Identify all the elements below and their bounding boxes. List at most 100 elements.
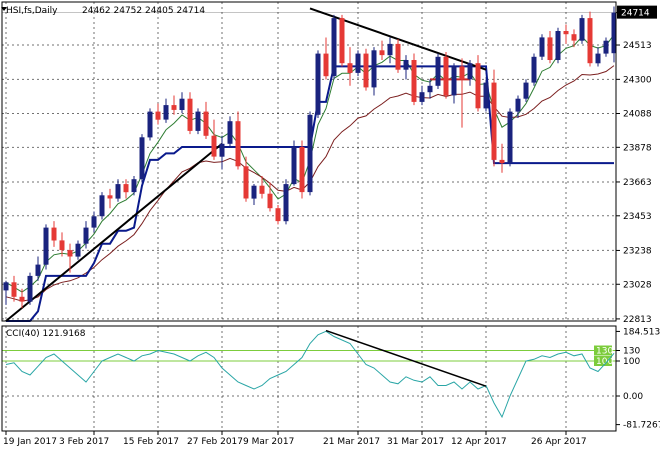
- candle-body: [507, 111, 513, 164]
- last-price-label: 24714: [621, 9, 650, 19]
- price-tick-label: 22813: [623, 315, 652, 325]
- candle-body: [3, 282, 9, 291]
- candle-body: [83, 227, 89, 244]
- candle-body: [419, 92, 425, 102]
- candle-body: [483, 82, 489, 109]
- candle-body: [203, 111, 209, 136]
- candle-body: [11, 282, 17, 297]
- candle-body: [411, 60, 417, 102]
- candle-body: [19, 296, 25, 302]
- date-tick-label: 19 Jan 2017: [3, 437, 57, 447]
- price-tick-label: 23878: [623, 143, 652, 153]
- candle-body: [91, 216, 97, 228]
- candle-body: [275, 208, 281, 222]
- candle-body: [603, 40, 609, 54]
- date-tick-label: 26 Apr 2017: [531, 437, 587, 447]
- date-tick-label: 21 Mar 2017: [323, 437, 380, 447]
- cci-level-badge: [594, 356, 612, 366]
- date-tick-label: 12 Apr 2017: [451, 437, 507, 447]
- price-tick-label: 23238: [623, 246, 652, 256]
- candle-body: [243, 166, 249, 199]
- candle-body: [267, 193, 273, 209]
- candle-body: [611, 12, 617, 54]
- candle-body: [379, 50, 385, 56]
- date-tick-label: 15 Feb 2017: [123, 437, 179, 447]
- candle-body: [435, 56, 441, 86]
- candle-body: [475, 63, 481, 109]
- main-title: HSI,fs,Daily: [6, 6, 58, 16]
- candle-body: [403, 60, 409, 70]
- candle-body: [363, 53, 369, 88]
- candle-body: [467, 63, 473, 80]
- candle-body: [579, 18, 585, 41]
- candle-body: [235, 121, 241, 167]
- candle-body: [219, 143, 225, 157]
- cci-tick-label: 100: [623, 357, 640, 367]
- candle-body: [147, 111, 153, 138]
- ohlc-readout: 24462 24752 24405 24714: [82, 6, 205, 16]
- cci-tick-label: 0.00: [623, 392, 643, 402]
- price-tick-label: 24300: [623, 75, 652, 85]
- candle-body: [547, 37, 553, 60]
- candle-body: [299, 147, 305, 193]
- candle-body: [123, 184, 129, 193]
- candle-body: [595, 53, 601, 64]
- candle-body: [59, 240, 65, 251]
- candle-body: [587, 18, 593, 64]
- trendline: [5, 143, 223, 322]
- price-tick-label: 24088: [623, 109, 652, 119]
- candle-body: [67, 250, 73, 257]
- candle-body: [139, 137, 145, 180]
- candle-body: [155, 111, 161, 120]
- candle-body: [259, 185, 265, 194]
- date-tick-label: 27 Feb 2017: [187, 437, 243, 447]
- candle-body: [27, 275, 33, 302]
- cci-tick-label: 130: [623, 347, 640, 357]
- candle-body: [563, 31, 569, 35]
- main-plot-frame: [1, 1, 617, 322]
- cci-trendline: [325, 329, 487, 387]
- candle-body: [75, 243, 81, 257]
- candle-body: [371, 50, 377, 88]
- candle-body: [131, 179, 137, 193]
- cci-level-badge: [594, 345, 612, 356]
- candle-body: [43, 227, 49, 265]
- candle-body: [323, 53, 329, 77]
- cci-level-label: 100: [596, 357, 613, 367]
- candle-body: [355, 53, 361, 73]
- candle-body: [179, 98, 185, 110]
- candle-body: [251, 185, 257, 199]
- cci-tick-label: 184.5133: [623, 327, 660, 337]
- date-tick-label: 3 Feb 2017: [59, 437, 109, 447]
- candle-body: [531, 56, 537, 83]
- candle-body: [515, 98, 521, 112]
- candle-body: [163, 105, 169, 120]
- trendline: [309, 7, 487, 71]
- candle-body: [211, 135, 217, 157]
- candle-body: [339, 18, 345, 64]
- candle-body: [395, 43, 401, 70]
- candle-body: [315, 53, 321, 115]
- candle-body: [51, 227, 57, 241]
- candle-body: [171, 105, 177, 110]
- candle-body: [347, 63, 353, 73]
- candle-body: [523, 82, 529, 99]
- cci-plot-frame: [1, 325, 617, 432]
- price-tick-label: 23028: [623, 280, 652, 290]
- candle-body: [571, 34, 577, 41]
- title-marker-icon: [1, 7, 7, 11]
- candle-body: [99, 195, 105, 217]
- candle-body: [107, 195, 113, 199]
- candle-body: [491, 82, 497, 160]
- price-tick-label: 24513: [623, 41, 652, 51]
- candle-body: [555, 31, 561, 60]
- date-tick-label: 31 Mar 2017: [387, 437, 444, 447]
- date-tick-label: 9 Mar 2017: [243, 437, 294, 447]
- candle-body: [291, 147, 297, 185]
- candle-body: [443, 56, 449, 96]
- candle-body: [195, 111, 201, 131]
- candle-body: [227, 121, 233, 144]
- candle-body: [35, 264, 41, 276]
